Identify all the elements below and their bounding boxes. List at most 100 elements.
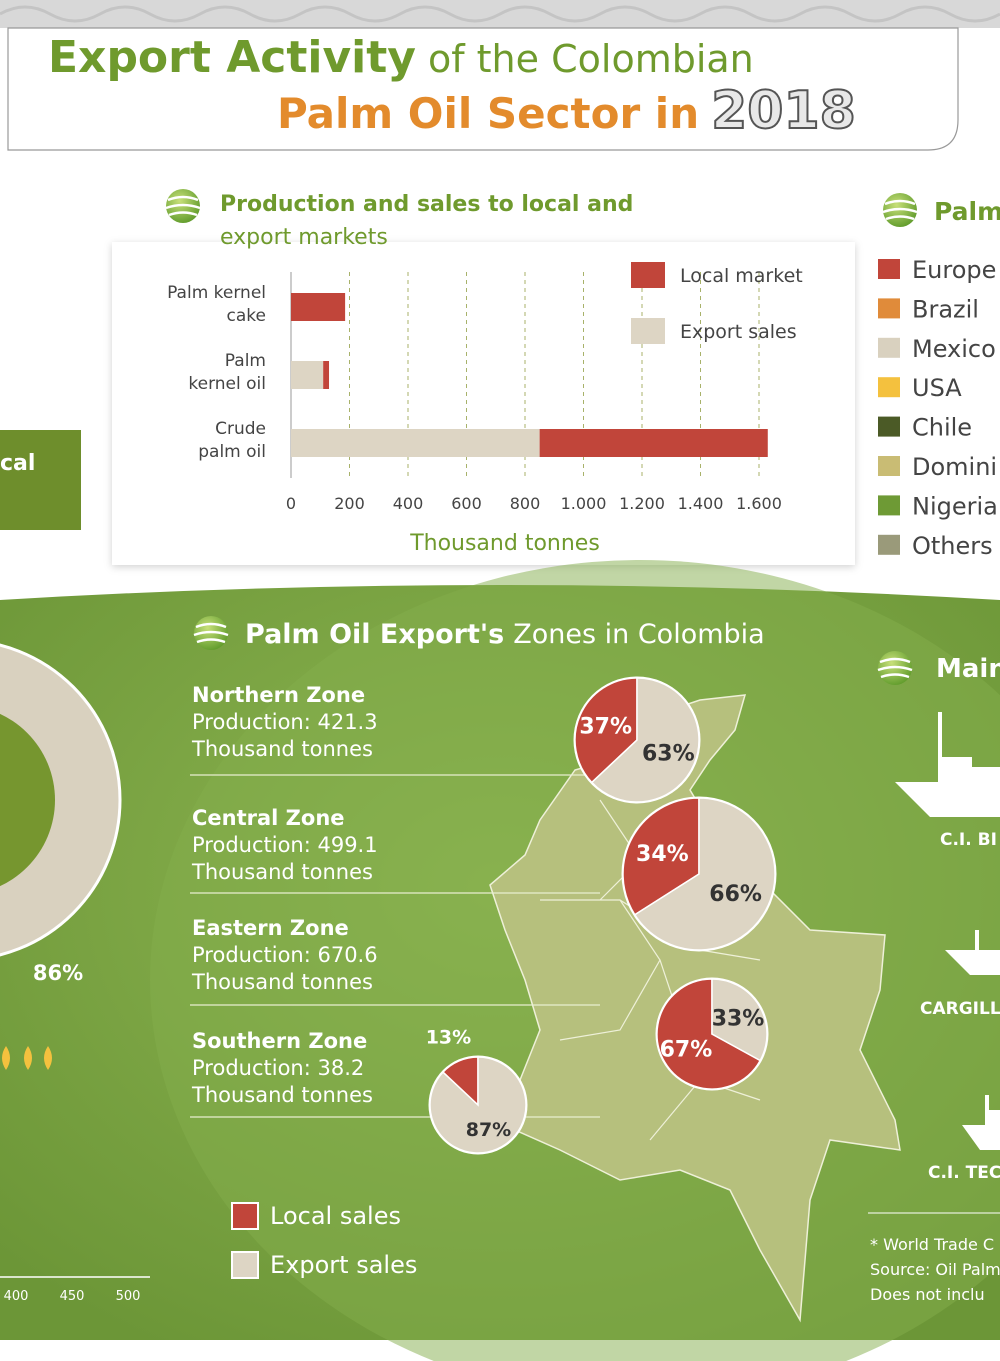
y-tick-label: kernel oil <box>188 374 266 394</box>
production-card <box>112 242 855 565</box>
x-tick-label: 1.600 <box>736 494 782 513</box>
bar-segment <box>291 293 346 321</box>
pie-slice <box>711 978 768 1062</box>
x-tick-label: 800 <box>510 494 541 513</box>
legend-swatch <box>878 534 900 555</box>
zone-name: Southern Zone <box>192 1029 367 1053</box>
y-tick-label: palm oil <box>198 442 266 462</box>
pie-label: 34% <box>636 842 689 867</box>
title-rest: of the Colombian <box>428 37 754 81</box>
y-tick-label: Palm kernel <box>167 283 266 303</box>
donut-ring <box>0 643 122 957</box>
drops <box>2 1046 52 1070</box>
legend-swatch <box>878 259 900 279</box>
x-axis-label: Thousand tonnes <box>409 531 600 556</box>
zone-name: Northern Zone <box>192 683 365 707</box>
globe-icon <box>192 614 230 652</box>
pie-slice <box>656 978 762 1090</box>
pie-label: 13% <box>426 1027 471 1049</box>
globe-icon <box>876 649 914 687</box>
legend-label: USA <box>912 374 962 402</box>
legend-label: Domini <box>912 453 997 481</box>
legend-label: Brazil <box>912 295 979 323</box>
legend-swatch <box>231 1202 259 1230</box>
legend-swatch <box>878 416 900 437</box>
header-box <box>7 27 959 151</box>
title-bold: Export Activity <box>48 32 416 83</box>
left-box-label: cal <box>0 451 35 476</box>
x-tick-label: 1.400 <box>678 494 724 513</box>
zone-production: Production: 499.1 <box>192 833 378 857</box>
zones-title: Palm Oil Export's Zones in Colombia <box>245 619 765 650</box>
pie-slice <box>590 677 700 803</box>
title-orange: Palm Oil Sector in <box>277 89 699 138</box>
x-tick-label: 1.000 <box>561 494 607 513</box>
note: Source: Oil Palm <box>870 1260 1000 1279</box>
donut-hole <box>0 713 55 887</box>
zones-title-bold: Palm Oil Export's <box>245 619 504 650</box>
bar-segment <box>291 429 540 457</box>
x-tick-label: 1.200 <box>619 494 665 513</box>
zone-unit: Thousand tonnes <box>191 1083 373 1107</box>
legend-swatch <box>631 318 665 344</box>
legend-label: Others <box>912 532 993 560</box>
pie-slice <box>574 677 638 784</box>
legend-label: Export sales <box>270 1251 417 1279</box>
legend-label: Local market <box>680 265 803 287</box>
zone-production: Production: 38.2 <box>192 1056 364 1080</box>
legend-label: Mexico <box>912 335 996 363</box>
note: * World Trade C <box>870 1235 994 1254</box>
company: CARGILL <box>920 999 1000 1019</box>
legend-label: Chile <box>912 414 972 442</box>
zone-production: Production: 670.6 <box>192 943 378 967</box>
company: C.I. TEC <box>928 1163 1000 1183</box>
donut-percent: 86% <box>33 961 83 985</box>
production-chart: Production and sales to local and export … <box>167 192 803 556</box>
pie-label: 33% <box>712 1007 765 1032</box>
globe-icon <box>881 191 919 229</box>
zones: Northern Zone Production: 421.3 Thousand t… <box>190 676 777 1279</box>
zone-name: Central Zone <box>192 806 345 830</box>
x-tick-label: 400 <box>393 494 424 513</box>
zone-unit: Thousand tonnes <box>191 860 373 884</box>
y-tick-label: Palm <box>225 351 266 371</box>
left-axis-tick: 500 <box>116 1289 141 1304</box>
chart-title: Production and sales to local and <box>220 192 633 217</box>
legend-swatch <box>231 1251 259 1279</box>
pie-slice <box>429 1056 527 1154</box>
ships <box>895 712 1000 1150</box>
exporters-title: Main <box>936 654 1000 684</box>
zones-title-rest: Zones in Colombia <box>513 619 764 650</box>
x-tick-label: 600 <box>451 494 482 513</box>
note: Does not inclu <box>870 1285 985 1304</box>
zone-unit: Thousand tonnes <box>191 737 373 761</box>
legend-label: Nigeria <box>912 492 998 520</box>
bar-segment <box>323 361 330 389</box>
zone-name: Eastern Zone <box>192 916 349 940</box>
bar-segment <box>291 361 324 389</box>
title-line-2: Palm Oil Sector in 2018 <box>277 81 856 141</box>
bar-segment <box>539 429 768 457</box>
band-pattern <box>0 5 1000 23</box>
legend-swatch <box>878 337 900 358</box>
title-line-1: Export Activity of the Colombian <box>48 32 754 83</box>
pie-label: 66% <box>709 882 762 907</box>
legend-swatch <box>878 456 900 476</box>
x-tick-label: 0 <box>286 494 296 513</box>
left-axis-tick: 450 <box>60 1289 85 1304</box>
pie-label: 87% <box>466 1119 511 1141</box>
globe-icon <box>164 187 202 225</box>
zone-production: Production: 421.3 <box>192 710 378 734</box>
legend-swatch <box>878 377 900 398</box>
destinations-title: Palm <box>934 197 1000 226</box>
company: C.I. BI <box>940 830 997 850</box>
pie-label: 63% <box>642 742 695 767</box>
y-tick-label: cake <box>227 306 266 326</box>
chart-title: export markets <box>220 225 388 250</box>
destinations-legend: Palm Europe Brazil Mexico USA Chile Domini Nige… <box>878 197 1000 560</box>
legend-label: Export sales <box>680 321 797 343</box>
legend-swatch <box>878 495 900 516</box>
legend-label: Europe <box>912 256 996 284</box>
